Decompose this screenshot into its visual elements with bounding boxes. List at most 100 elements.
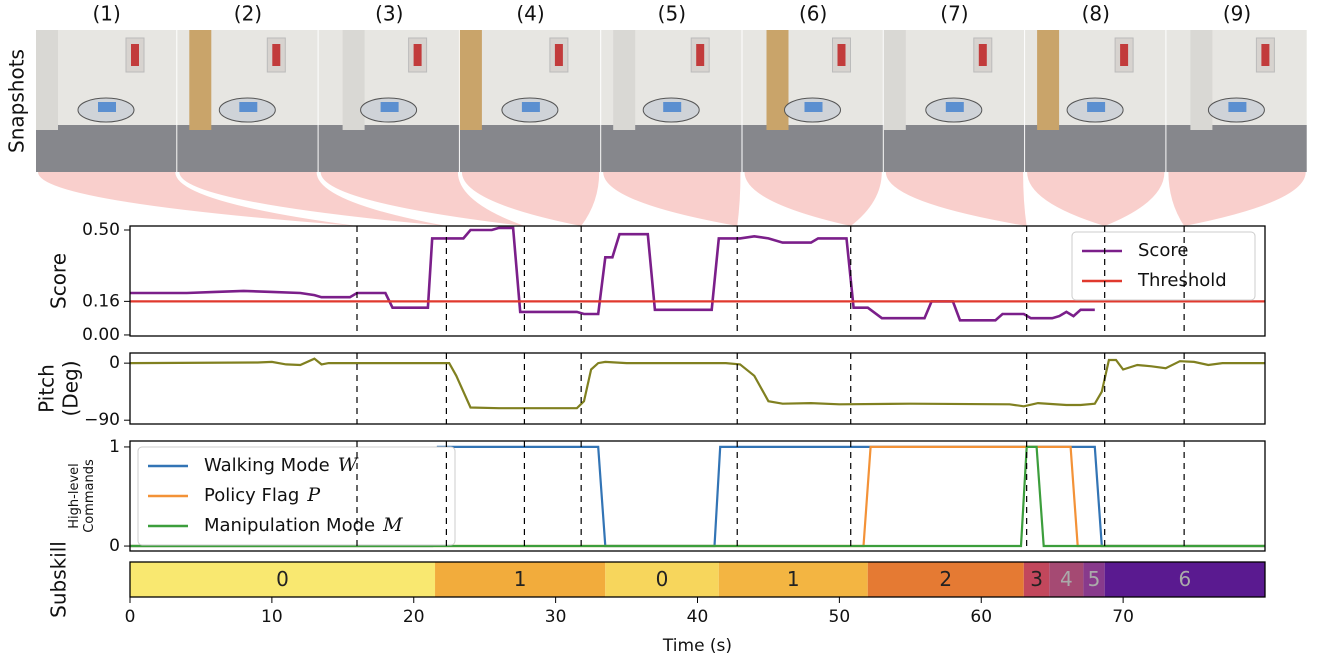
door	[1190, 30, 1213, 130]
snapshot-image	[1166, 30, 1307, 172]
y-axis-label: Snapshots	[5, 49, 29, 153]
subskill-label: 0	[276, 567, 289, 591]
series-line	[130, 357, 1265, 410]
snapshot-label: (7)	[940, 2, 968, 26]
snapshot-image	[318, 30, 459, 172]
y-axis-label: Score	[47, 253, 71, 309]
door	[1037, 30, 1060, 130]
y-axis-label: (Deg)	[59, 360, 83, 416]
extinguisher-body	[837, 44, 846, 66]
extinguisher-body	[272, 44, 281, 66]
robot-pack	[945, 102, 964, 112]
floor	[601, 125, 742, 172]
robot-pack	[380, 102, 399, 112]
series-line	[130, 226, 1095, 322]
axes-frame	[129, 352, 1266, 425]
door	[189, 30, 212, 130]
legend-label: Walking Mode	[204, 455, 330, 476]
door	[766, 30, 789, 130]
subskill-label: 0	[656, 567, 669, 591]
snapshot-connector	[179, 172, 447, 226]
subskill-segment	[1083, 562, 1105, 597]
legend-box	[137, 446, 456, 546]
y-tick-label: 0	[109, 353, 120, 373]
extinguisher-body	[1261, 44, 1270, 66]
snapshot-connector	[885, 172, 1027, 226]
floor	[1166, 125, 1307, 172]
legend-symbol: W	[338, 454, 359, 476]
snapshot-label: (9)	[1223, 2, 1251, 26]
snapshot-label: (1)	[92, 2, 120, 26]
extinguisher-body	[413, 44, 422, 66]
subskill-segment	[130, 562, 436, 597]
y-axis-label: Pitch	[35, 364, 59, 413]
snapshot-image	[601, 30, 742, 172]
subskill-label: 3	[1030, 567, 1043, 591]
snapshot-connector	[603, 172, 741, 226]
door	[36, 30, 58, 130]
snapshot-connector	[1168, 172, 1306, 226]
floor	[1025, 125, 1166, 172]
legend-box	[1071, 231, 1256, 301]
axes-frame	[129, 225, 1266, 337]
floor	[36, 125, 177, 172]
robot-pack	[804, 102, 823, 112]
axes-frame	[129, 561, 1266, 598]
snapshot-image	[36, 30, 177, 172]
floor	[459, 125, 601, 172]
door	[342, 30, 365, 130]
legend-symbol: M	[382, 514, 403, 536]
subskill-segment	[1049, 562, 1084, 597]
door	[883, 30, 906, 130]
snapshot-image	[883, 30, 1025, 172]
extinguisher-body	[131, 44, 139, 66]
snapshot-label: (8)	[1082, 2, 1110, 26]
x-tick-label: 10	[261, 607, 283, 627]
legend-label: Score	[1138, 240, 1188, 261]
floor	[742, 125, 883, 172]
door	[613, 30, 636, 130]
series-line	[130, 445, 1265, 548]
robot-pack	[1228, 102, 1247, 112]
x-tick-label: 50	[829, 607, 851, 627]
subskill-label: 2	[939, 567, 952, 591]
x-tick-label: 60	[970, 607, 992, 627]
x-tick-label: 0	[125, 607, 136, 627]
robot-pack	[521, 102, 540, 112]
subskill-label: 1	[787, 567, 800, 591]
floor	[318, 125, 459, 172]
extinguisher-body	[978, 44, 987, 66]
subskill-label: 4	[1060, 567, 1073, 591]
floor	[883, 125, 1025, 172]
y-axis-label: Commands	[82, 459, 97, 533]
y-tick-label: 0.50	[82, 220, 120, 240]
snapshot-connector	[1027, 172, 1165, 226]
subskill-segment	[1104, 562, 1265, 597]
subskill-label: 1	[514, 567, 527, 591]
snapshot-image	[459, 30, 601, 172]
snapshot-image	[742, 30, 883, 172]
snapshot-connector	[38, 172, 357, 226]
subskill-segment	[1023, 562, 1050, 597]
legend-symbol: P	[306, 484, 321, 506]
snapshot-label: (3)	[375, 2, 403, 26]
snapshot-connector	[320, 172, 525, 226]
x-axis-label: Time (s)	[662, 636, 732, 656]
subskill-segment	[605, 562, 719, 597]
door	[459, 30, 482, 130]
subskill-segment	[718, 562, 868, 597]
y-tick-label: 1	[109, 437, 120, 457]
snapshot-label: (6)	[799, 2, 827, 26]
robot-pack	[239, 102, 258, 112]
floor	[177, 125, 318, 172]
y-tick-label: −90	[84, 410, 120, 430]
extinguisher-body	[554, 44, 563, 66]
subskill-segment	[867, 562, 1024, 597]
snapshot-image	[1025, 30, 1166, 172]
y-tick-label: 0	[109, 536, 120, 556]
snapshot-label: (4)	[516, 2, 544, 26]
y-tick-label: 0.16	[82, 291, 120, 311]
robot-pack	[663, 102, 682, 112]
legend-label: Manipulation Mode	[204, 515, 375, 536]
